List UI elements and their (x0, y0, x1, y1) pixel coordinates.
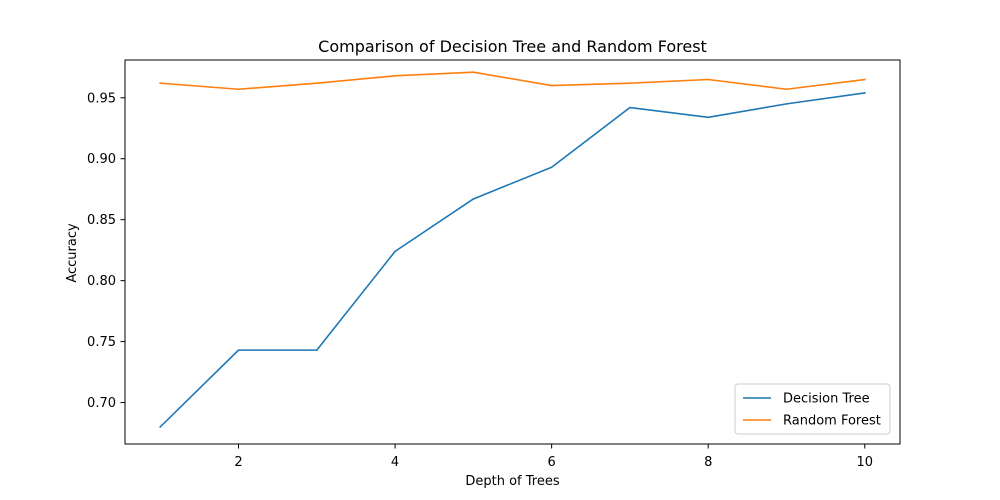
series-line-0 (159, 92, 866, 429)
y-tick-label: 0.75 (87, 335, 116, 350)
y-axis-label: Accuracy (65, 223, 80, 283)
axes-frame (124, 59, 901, 445)
data-point (707, 78, 710, 81)
data-point (237, 349, 240, 351)
data-point (472, 71, 475, 73)
data-point (472, 198, 475, 200)
chart-title: Comparison of Decision Tree and Random F… (318, 37, 707, 56)
x-tick-label: 8 (704, 455, 712, 470)
data-point (550, 84, 553, 87)
x-tick-label: 6 (548, 455, 556, 470)
data-point (159, 82, 162, 84)
data-point (237, 88, 240, 91)
y-tick-label: 0.85 (87, 213, 116, 228)
series-line-1 (159, 71, 866, 91)
data-point (629, 82, 631, 84)
x-axis-label: Depth of Trees (465, 474, 559, 489)
y-tick-label: 0.90 (87, 152, 116, 167)
data-point (785, 88, 788, 91)
y-tick-label: 0.95 (87, 91, 116, 106)
plot-area: 2 4 6 8 10 0.70 0.75 0.80 0.85 0.90 0.95 (87, 59, 901, 470)
data-point (315, 349, 318, 351)
data-point (863, 92, 866, 94)
data-point (785, 103, 788, 105)
data-point (707, 116, 710, 119)
data-point (315, 82, 318, 84)
legend-label: Random Forest (783, 414, 881, 429)
data-point (394, 75, 396, 77)
data-point (863, 78, 866, 81)
x-tick-label: 10 (856, 455, 873, 470)
x-tick-label: 2 (234, 455, 242, 470)
y-tick-label: 0.70 (87, 396, 116, 411)
legend: Decision Tree Random Forest (734, 383, 891, 435)
data-point (629, 106, 631, 109)
data-point (394, 250, 396, 253)
y-tick-label: 0.80 (87, 274, 116, 289)
legend-box (734, 383, 891, 435)
legend-label: Decision Tree (783, 392, 870, 407)
x-tick-label: 4 (391, 455, 399, 470)
data-point (550, 166, 553, 169)
data-point (159, 426, 162, 428)
